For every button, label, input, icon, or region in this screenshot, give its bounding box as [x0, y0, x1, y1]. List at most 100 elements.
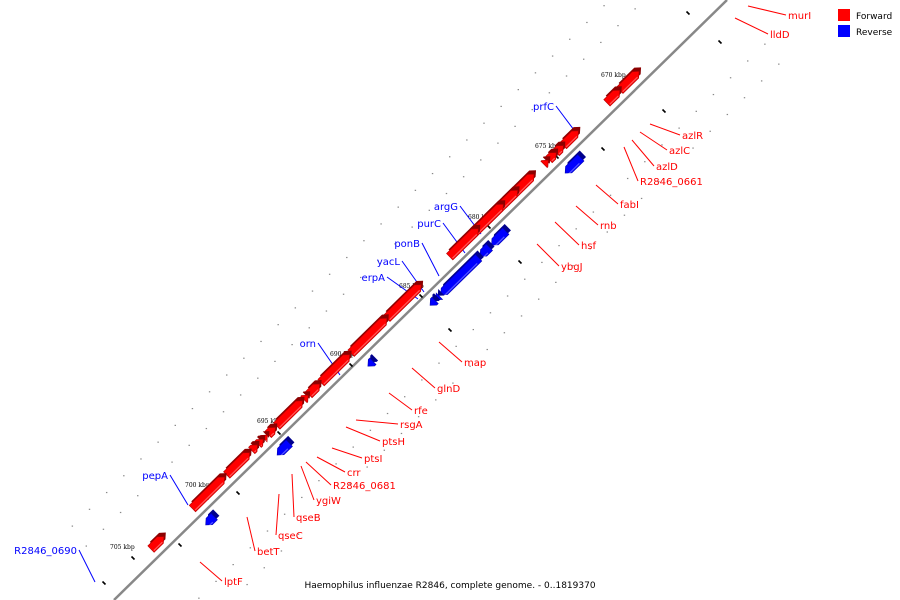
gene-label[interactable]: ponB [394, 239, 420, 250]
legend-forward-label: Forward [856, 12, 892, 22]
gene-label[interactable]: erpA [362, 273, 386, 284]
sequence-dot [421, 379, 423, 381]
gene-rfe[interactable] [317, 350, 352, 387]
gene-R2846_0661[interactable] [540, 156, 551, 169]
sequence-dot [366, 466, 368, 468]
gene-label[interactable]: azlR [682, 131, 703, 142]
sequence-dot [157, 441, 159, 443]
gene-label[interactable]: qseB [296, 513, 321, 524]
sequence-dot [524, 278, 526, 280]
gene-label[interactable]: argG [434, 202, 458, 213]
gene-highlight [153, 541, 163, 552]
gene-highlight [437, 300, 440, 303]
gene-highlight [551, 157, 556, 162]
sequence-dot [123, 475, 125, 477]
gene-highlight [323, 359, 349, 385]
gene-highlight [260, 444, 263, 447]
gene-R2846_0690[interactable] [205, 509, 220, 527]
gene-label[interactable]: hsf [581, 241, 597, 252]
sequence-dot [617, 25, 619, 27]
gene-ybgJ[interactable] [446, 224, 481, 261]
gene-betT[interactable] [188, 473, 227, 513]
gene-label[interactable]: yacL [377, 257, 401, 268]
sequence-dot [198, 597, 200, 599]
gene-label[interactable]: azlD [656, 162, 678, 173]
gene-label[interactable]: prfC [533, 102, 554, 113]
legend-reverse-swatch [838, 25, 850, 37]
sequence-dot [462, 176, 465, 178]
leader-line [421, 242, 440, 277]
gene-ptsI[interactable] [273, 396, 305, 430]
gene-label[interactable]: rfe [414, 406, 428, 417]
gene-murI[interactable] [616, 67, 642, 94]
gene-label[interactable]: azlC [669, 146, 690, 157]
sequence-dot [380, 223, 382, 225]
gene-qseB[interactable] [248, 440, 260, 455]
gene-shape [147, 536, 165, 553]
gene-lldD[interactable] [603, 86, 622, 107]
sequence-dot [692, 147, 694, 149]
gene-crr[interactable] [264, 423, 278, 439]
gene-label[interactable]: R2846_0681 [333, 481, 396, 492]
gene-qseC[interactable] [223, 448, 252, 479]
gene-label[interactable]: orn [300, 339, 316, 350]
gene-label[interactable]: ybgJ [561, 262, 583, 273]
sequence-dot [575, 228, 577, 230]
gene-label[interactable]: crr [347, 468, 361, 479]
sequence-dot [589, 248, 591, 250]
gene-label[interactable]: rsgA [400, 420, 423, 431]
gene-shape [248, 444, 258, 455]
gene-shape [446, 228, 479, 261]
sequence-dot [397, 206, 399, 208]
gene-label[interactable]: R2846_0690 [14, 546, 77, 557]
gene-label[interactable]: lptF [224, 577, 243, 588]
gene-prfC[interactable] [564, 150, 587, 175]
gene-highlight [254, 450, 257, 453]
sequence-dot [520, 315, 523, 317]
gene-label[interactable]: glnD [437, 384, 460, 395]
sequence-dot [517, 89, 520, 91]
gene-highlight [279, 448, 289, 457]
gene-label[interactable]: murI [788, 11, 811, 22]
gene-orn[interactable] [367, 354, 379, 369]
sequence-dot [403, 396, 406, 398]
gene-label[interactable]: fabI [620, 200, 639, 211]
gene-ponB[interactable] [440, 250, 484, 297]
sequence-dot [640, 197, 643, 200]
leader-line [199, 561, 223, 582]
gene-label[interactable]: qseC [278, 531, 303, 542]
gene-label[interactable]: lldD [770, 30, 790, 41]
gene-label[interactable]: pepA [142, 471, 168, 482]
gene-erpA[interactable] [429, 293, 441, 308]
gene-map[interactable] [383, 280, 424, 322]
legend: Forward Reverse [838, 9, 893, 38]
feature-mark [517, 259, 523, 265]
sequence-dot [414, 189, 417, 191]
sequence-dot [709, 130, 711, 132]
gene-label[interactable]: ptsH [382, 437, 405, 448]
sequence-dot [428, 209, 431, 211]
gene-purC[interactable] [479, 240, 495, 259]
sequence-dot [346, 256, 348, 259]
leader-line [246, 516, 256, 552]
sequence-dot [191, 407, 194, 410]
gene-label[interactable]: rnb [600, 221, 617, 232]
sequence-dot [105, 491, 108, 494]
gene-label[interactable]: R2846_0661 [640, 177, 703, 188]
gene-glnD[interactable] [347, 314, 389, 357]
leader-line [575, 205, 599, 226]
leader-line [388, 392, 413, 411]
sequence-dot [102, 528, 105, 530]
gene-lptF[interactable] [147, 532, 166, 553]
gene-label[interactable]: ptsI [364, 454, 382, 465]
gene-label[interactable]: betT [257, 547, 280, 558]
leader-line [623, 146, 639, 182]
gene-label[interactable]: purC [417, 219, 441, 230]
sequence-dot [411, 226, 413, 228]
gene-highlight [194, 482, 224, 511]
gene-label[interactable]: map [464, 358, 486, 369]
sequence-dot [260, 340, 262, 343]
sequence-dot [764, 43, 766, 45]
gene-label[interactable]: ygiW [316, 496, 341, 507]
gene-pepA[interactable] [276, 435, 295, 457]
